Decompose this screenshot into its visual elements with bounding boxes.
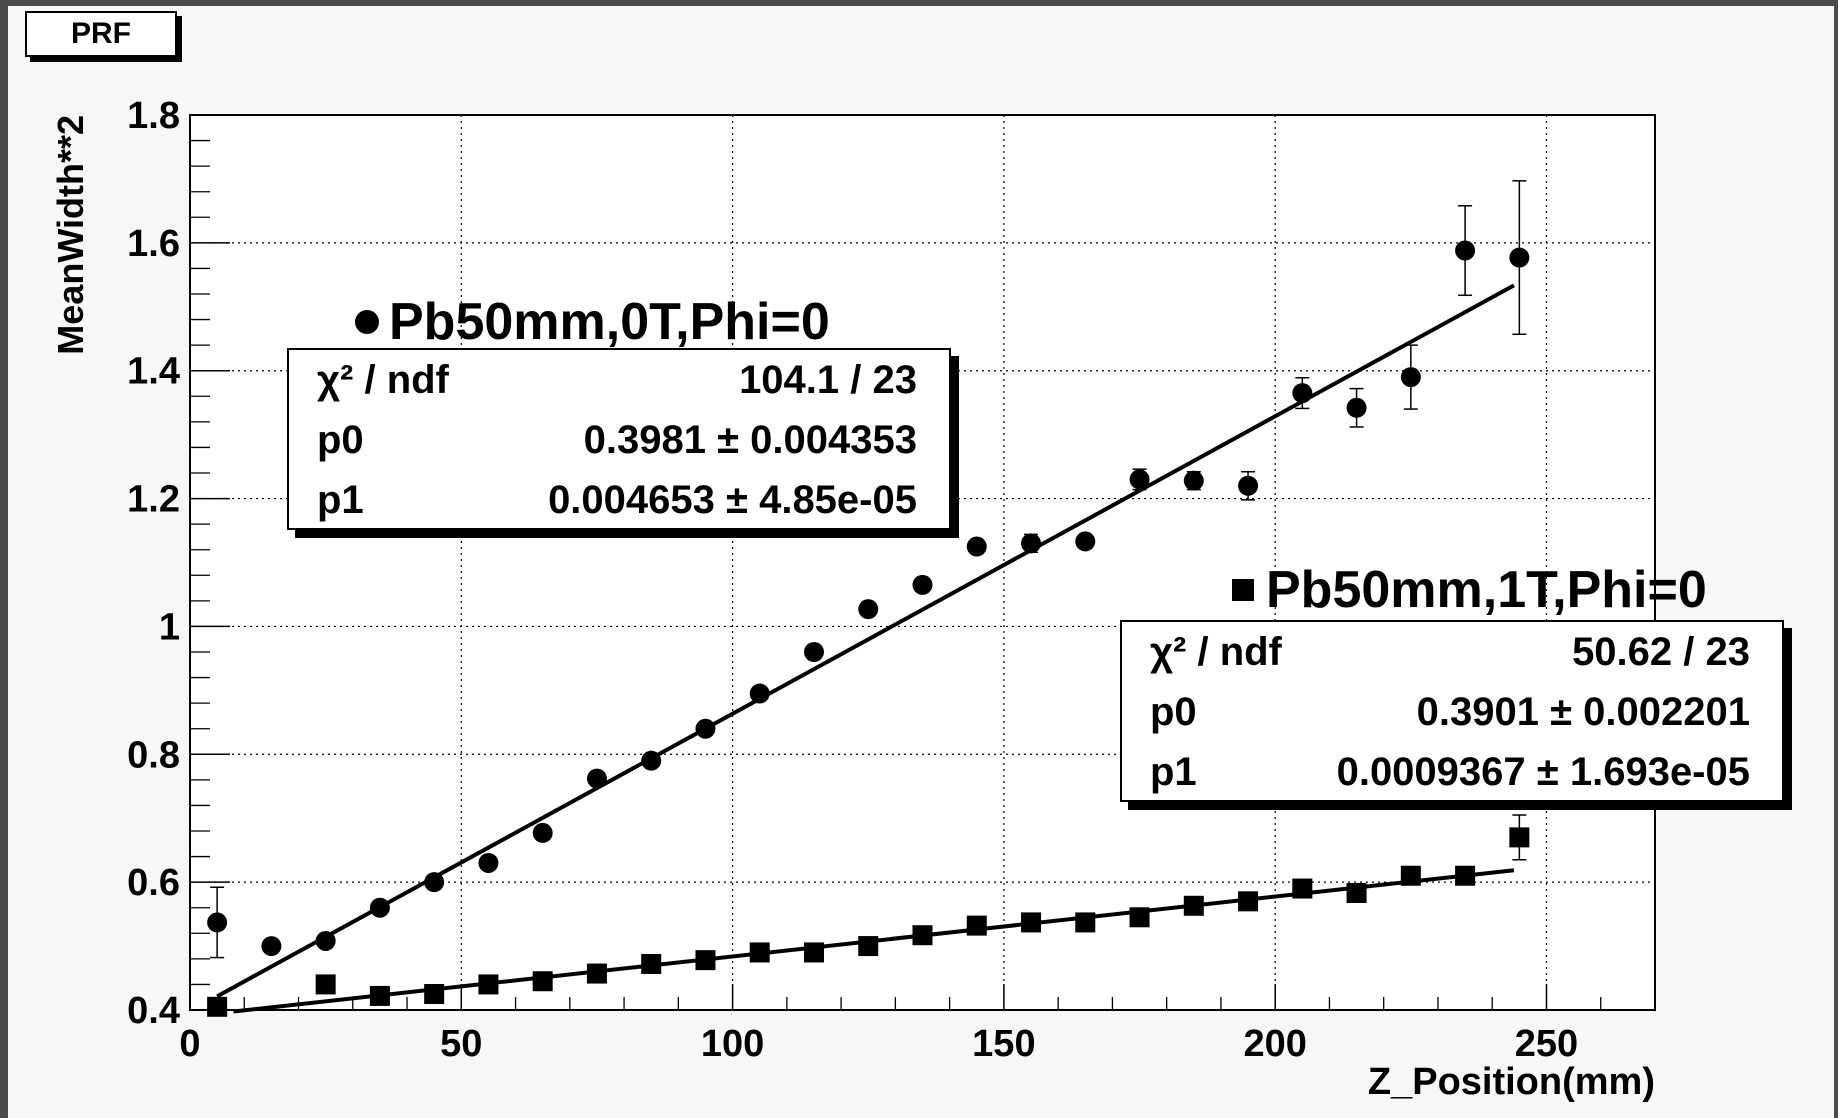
fit-stats-box-series-2: χ² / ndf 50.62 / 23 p0 0.3901 ± 0.002201… (1120, 620, 1784, 802)
histogram-title: PRF (25, 11, 177, 57)
data-point-circle (803, 642, 824, 662)
axis-ticks (189, 114, 1602, 1011)
data-point-square (1400, 865, 1421, 886)
data-point-circle (369, 897, 390, 918)
data-point-square (1509, 827, 1530, 848)
data-point-square (749, 942, 770, 963)
stat-row-chi2: χ² / ndf 50.62 / 23 (1150, 630, 1750, 674)
data-point-square (207, 996, 228, 1017)
data-point-square (641, 953, 662, 974)
data-point-square (1021, 912, 1042, 933)
data-point-square (858, 936, 879, 957)
x-tick-label: 250 (1515, 1023, 1578, 1065)
y-tick-label: 1.2 (127, 479, 180, 521)
data-point-circle (315, 930, 336, 951)
fit-stats-box-series-1: χ² / ndf 104.1 / 23 p0 0.3981 ± 0.004353… (287, 348, 951, 530)
data-point-circle (641, 750, 662, 771)
data-point-square (1183, 895, 1204, 916)
data-point-square (966, 915, 987, 936)
data-point-square (803, 942, 824, 963)
stat-row-p0: p0 0.3901 ± 0.002201 (1150, 690, 1750, 734)
data-point-square (586, 963, 607, 984)
data-point-square (1075, 912, 1096, 933)
data-point-square (478, 974, 499, 995)
data-point-circle (749, 683, 770, 704)
x-tick-label: 50 (440, 1023, 482, 1065)
data-point-circle (912, 574, 933, 595)
data-point-circle (858, 599, 879, 620)
plot-area (189, 114, 1656, 1011)
data-point-square (1346, 883, 1367, 904)
square-marker-icon (1232, 579, 1254, 601)
y-tick-label: 1.6 (127, 223, 180, 265)
data-point-square (532, 971, 553, 992)
y-tick-label: 0.8 (127, 734, 180, 776)
data-point-square (315, 974, 336, 995)
stat-row-p0: p0 0.3981 ± 0.004353 (317, 418, 917, 462)
x-tick-label: 150 (972, 1023, 1035, 1065)
y-tick-label: 1.8 (127, 95, 180, 137)
data-point-circle (1400, 367, 1421, 388)
y-tick-label: 0.6 (127, 862, 180, 904)
data-points (207, 180, 1530, 1017)
data-point-square (695, 950, 716, 971)
data-point-square (912, 925, 933, 946)
data-point-circle (966, 536, 987, 557)
tick-labels: 0 50 100 150 200 250 0.4 0.6 0.8 1 1.2 1.4 1.6 1.8 (127, 95, 1578, 1065)
data-point-circle (1075, 531, 1096, 552)
data-point-square (1238, 891, 1259, 912)
stat-row-p1: p1 0.004653 ± 4.85e-05 (317, 478, 917, 522)
y-tick-label: 1 (159, 606, 180, 648)
data-point-circle (695, 718, 716, 739)
y-axis-label: MeanWidth**2 (50, 115, 91, 355)
data-point-circle (261, 936, 282, 957)
stat-row-chi2: χ² / ndf 104.1 / 23 (317, 358, 917, 402)
legend-label: Pb50mm,0T,Phi=0 (389, 293, 830, 351)
x-tick-label: 100 (701, 1023, 764, 1065)
legend-entry-series-2: Pb50mm,1T,Phi=0 (1232, 560, 1707, 620)
data-point-circle (532, 822, 553, 843)
data-point-square (1455, 865, 1476, 886)
circle-marker-icon (355, 310, 379, 334)
data-point-circle (1509, 247, 1530, 268)
data-point-circle (1238, 475, 1259, 496)
data-point-circle (1183, 470, 1204, 491)
data-point-circle (424, 872, 445, 893)
x-tick-label: 0 (179, 1023, 200, 1065)
data-point-circle (1021, 533, 1042, 554)
legend-label: Pb50mm,1T,Phi=0 (1266, 561, 1707, 619)
data-point-circle (1346, 397, 1367, 418)
data-point-circle (586, 768, 607, 789)
legend-entry-series-1: Pb50mm,0T,Phi=0 (355, 292, 830, 352)
y-tick-label: 0.4 (127, 990, 180, 1032)
data-point-circle (1292, 383, 1313, 404)
data-point-circle (207, 912, 228, 933)
data-point-square (1129, 907, 1150, 928)
data-point-circle (1455, 240, 1476, 261)
data-point-circle (478, 852, 499, 873)
data-point-square (424, 984, 445, 1005)
y-tick-label: 1.4 (127, 351, 180, 393)
data-point-square (369, 985, 390, 1006)
data-point-square (1292, 878, 1313, 899)
data-point-circle (1129, 469, 1150, 490)
x-tick-label: 200 (1243, 1023, 1306, 1065)
x-axis-label: Z_Position(mm) (1368, 1061, 1655, 1103)
stat-row-p1: p1 0.0009367 ± 1.693e-05 (1150, 750, 1750, 794)
